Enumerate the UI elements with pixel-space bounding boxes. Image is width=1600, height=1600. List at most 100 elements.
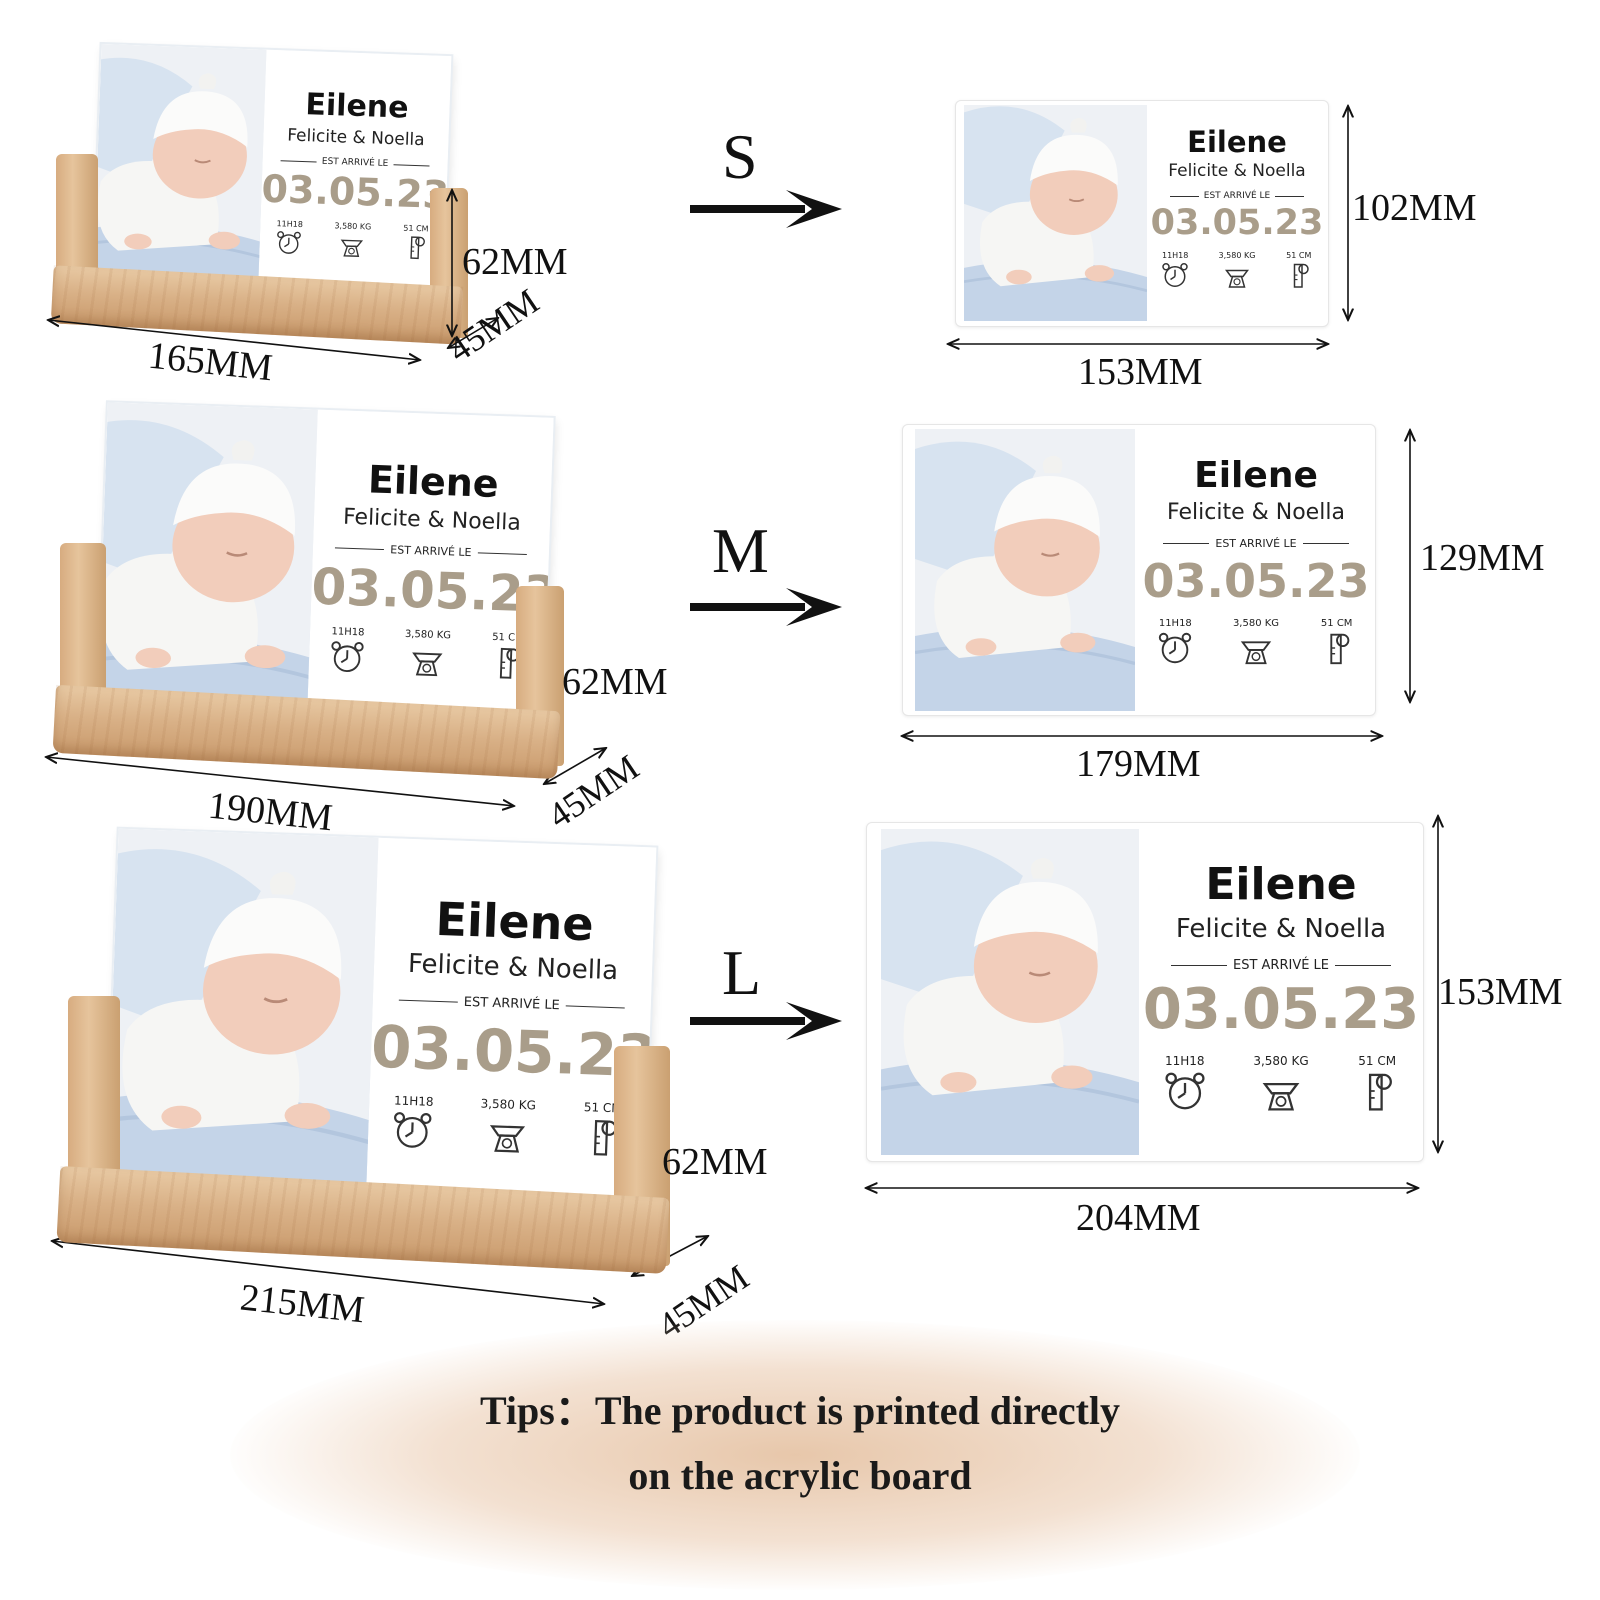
stat-length: 51 CM xyxy=(1354,1054,1400,1114)
card-name: Eilene xyxy=(1187,125,1287,159)
card-stats: 11H18 3,580 KG 51 CM xyxy=(259,219,445,262)
stand-m: Eilene Felicite & Noella EST ARRIVÉ LE 0… xyxy=(52,402,579,780)
stat-length: 51 CM xyxy=(1318,618,1356,667)
baby-photo xyxy=(881,829,1139,1155)
scale-icon xyxy=(1224,269,1249,288)
alarm-clock-icon xyxy=(331,641,364,673)
size-label-s: S xyxy=(722,121,758,192)
card-info: Eilene Felicite & Noella EST ARRIVÉ LE 0… xyxy=(366,838,657,1219)
card: Eilene Felicite & Noella EST ARRIVÉ LE 0… xyxy=(105,828,657,1220)
stat-length: 51 CM xyxy=(1284,251,1314,290)
card-info: Eilene Felicite & Noella EST ARRIVÉ LE 0… xyxy=(1146,101,1328,326)
alarm-clock-icon xyxy=(1159,632,1192,664)
dimension-stand-height-l: 62MM xyxy=(662,1141,768,1183)
card-parents: Felicite & Noella xyxy=(407,948,619,987)
dimension-board-width-l: 204MM xyxy=(1076,1197,1201,1239)
tips-line-1: Tips：The product is printed directly xyxy=(479,1388,1121,1433)
card-date: 03.05.23 xyxy=(1142,977,1420,1042)
card-date: 03.05.23 xyxy=(1150,203,1324,243)
card-arrived-label: EST ARRIVÉ LE xyxy=(334,541,527,561)
card-parents: Felicite & Noella xyxy=(1168,161,1306,181)
card-info: Eilene Felicite & Noella EST ARRIVÉ LE 0… xyxy=(306,410,554,748)
stat-time: 11H18 xyxy=(1162,1054,1208,1114)
stand-l: Eilene Felicite & Noella EST ARRIVÉ LE 0… xyxy=(56,828,683,1276)
stat-length: 51 CM xyxy=(401,224,430,262)
stat-time: 11H18 xyxy=(1160,251,1190,290)
dimension-board-height-s: 102MM xyxy=(1352,187,1477,229)
card-name: Eilene xyxy=(434,891,595,952)
card-info: Eilene Felicite & Noella EST ARRIVÉ LE 0… xyxy=(258,50,452,311)
board-m: Eilene Felicite & Noella EST ARRIVÉ LE 0… xyxy=(902,424,1376,716)
scale-icon xyxy=(341,239,364,258)
card-stats: 11H18 3,580 KG 51 CM xyxy=(1139,1054,1423,1114)
board-s: Eilene Felicite & Noella EST ARRIVÉ LE 0… xyxy=(955,100,1329,327)
dimension-board-width-s: 153MM xyxy=(1078,351,1203,393)
measuring-tape-icon xyxy=(409,236,425,260)
measuring-tape-icon xyxy=(1293,263,1309,288)
card-stats: 11H18 3,580 KG 51 CM xyxy=(309,626,547,683)
baby-photo xyxy=(964,105,1147,321)
alarm-clock-icon xyxy=(394,1112,432,1148)
card-parents: Felicite & Noella xyxy=(342,504,522,536)
card-name: Eilene xyxy=(1194,455,1318,496)
board-l: Eilene Felicite & Noella EST ARRIVÉ LE 0… xyxy=(866,822,1424,1162)
measuring-tape-icon xyxy=(499,647,520,679)
card-info: Eilene Felicite & Noella EST ARRIVÉ LE 0… xyxy=(1139,823,1423,1161)
card-date: 03.05.23 xyxy=(370,1012,657,1091)
alarm-clock-icon xyxy=(1162,263,1188,287)
stat-weight: 3,580 KG xyxy=(1253,1054,1309,1114)
tips-background xyxy=(230,1320,1360,1590)
card-stats: 11H18 3,580 KG 51 CM xyxy=(1146,251,1328,290)
baby-illustration xyxy=(915,429,1135,711)
stand-s: Eilene Felicite & Noella EST ARRIVÉ LE 0… xyxy=(50,43,472,346)
dimension-board-height-m: 129MM xyxy=(1420,537,1545,579)
scale-icon xyxy=(412,652,443,677)
stat-length: 51 CM xyxy=(487,632,527,682)
alarm-clock-icon xyxy=(277,231,302,254)
card-parents: Felicite & Noella xyxy=(1175,914,1387,944)
arrow-icon xyxy=(690,1002,842,1040)
card-arrived-label: EST ARRIVÉ LE xyxy=(1163,537,1350,550)
baby-illustration xyxy=(964,105,1147,321)
tips-line-2: on the acrylic board xyxy=(628,1453,972,1498)
size-label-m: M xyxy=(712,515,769,586)
scale-icon xyxy=(489,1125,526,1153)
stat-time: 11H18 xyxy=(275,219,304,257)
measuring-tape-icon xyxy=(1330,633,1350,665)
stat-weight: 3,580 KG xyxy=(403,629,451,680)
stat-weight: 3,580 KG xyxy=(333,221,371,259)
size-label-l: L xyxy=(722,937,762,1008)
scale-icon xyxy=(1262,1082,1300,1111)
stand-l-board: Eilene Felicite & Noella EST ARRIVÉ LE 0… xyxy=(105,828,657,1220)
baby-illustration xyxy=(881,829,1139,1155)
card-info: Eilene Felicite & Noella EST ARRIVÉ LE 0… xyxy=(1137,425,1375,715)
dimension-board-height-l: 153MM xyxy=(1438,971,1563,1013)
card-date: 03.05.23 xyxy=(1142,554,1370,608)
card-arrived-label: EST ARRIVÉ LE xyxy=(398,993,625,1016)
alarm-clock-icon xyxy=(1165,1072,1205,1110)
card-name: Eilene xyxy=(1205,859,1357,910)
card-date: 03.05.23 xyxy=(310,557,554,625)
dimension-board-width-m: 179MM xyxy=(1076,743,1201,785)
card-stats: 11H18 3,580 KG 51 CM xyxy=(1137,618,1375,667)
baby-illustration xyxy=(105,828,379,1210)
stat-time: 11H18 xyxy=(390,1093,436,1153)
baby-photo xyxy=(105,828,379,1210)
arrow-icon xyxy=(690,588,842,626)
baby-photo xyxy=(915,429,1135,711)
scale-icon xyxy=(1240,641,1272,665)
stat-time: 11H18 xyxy=(1156,618,1194,667)
card-name: Eilene xyxy=(367,457,500,506)
card-parents: Felicite & Noella xyxy=(1167,500,1345,525)
stat-weight: 3,580 KG xyxy=(1233,618,1279,667)
card-arrived-label: EST ARRIVÉ LE xyxy=(1171,958,1391,973)
card-stats: 11H18 3,580 KG 51 CM xyxy=(368,1093,648,1161)
arrow-icon xyxy=(690,190,842,228)
stat-weight: 3,580 KG xyxy=(479,1097,536,1157)
stat-weight: 3,580 KG xyxy=(1219,251,1255,290)
stat-time: 11H18 xyxy=(327,626,367,676)
measuring-tape-icon xyxy=(1369,1073,1393,1111)
dimension-stand-height-s: 62MM xyxy=(462,241,568,283)
card-arrived-label: EST ARRIVÉ LE xyxy=(1170,191,1305,201)
